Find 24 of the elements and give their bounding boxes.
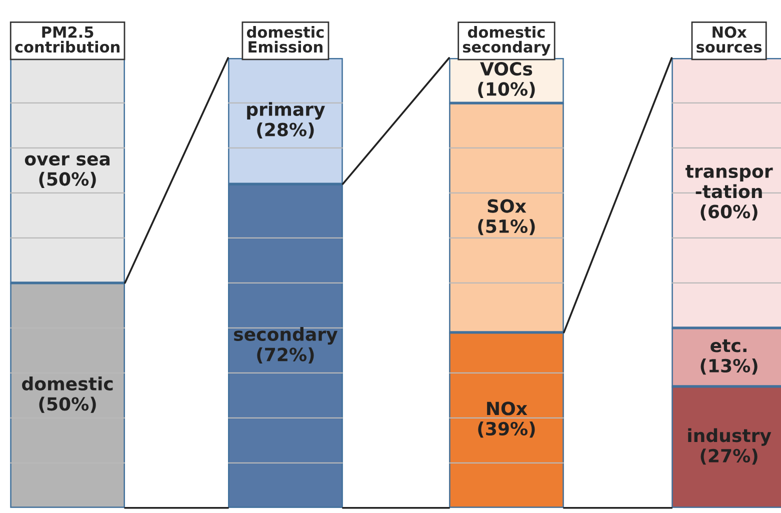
chart-title: domestic secondary — [462, 26, 551, 56]
series-label: secondary — [234, 327, 338, 345]
chart-title: PM2.5 contribution — [15, 26, 120, 53]
data-label: (10%) — [478, 82, 535, 98]
chart-title: NOx sources — [696, 26, 762, 53]
data-label: (51%) — [478, 219, 535, 236]
data-label: (28%) — [257, 122, 314, 139]
series-label: transpor -tation — [686, 165, 773, 198]
data-label: (39%) — [478, 422, 535, 438]
series-label: NOx — [487, 402, 528, 416]
series-label: SOx — [488, 199, 526, 213]
series-label: over sea — [24, 155, 110, 166]
chart-title: domestic Emission — [246, 26, 324, 53]
data-label: (50%) — [39, 172, 96, 188]
data-label: (60%) — [700, 204, 758, 221]
data-label: (72%) — [257, 347, 314, 364]
data-label: (50%) — [39, 396, 96, 413]
series-label: etc. — [710, 339, 746, 352]
series-label: industry — [688, 428, 772, 446]
series-label: primary — [247, 102, 325, 120]
data-label: (13%) — [700, 358, 758, 375]
series-label: VOCs — [480, 62, 532, 76]
series-label: domestic — [22, 376, 113, 391]
data-label: (27%) — [700, 448, 758, 465]
